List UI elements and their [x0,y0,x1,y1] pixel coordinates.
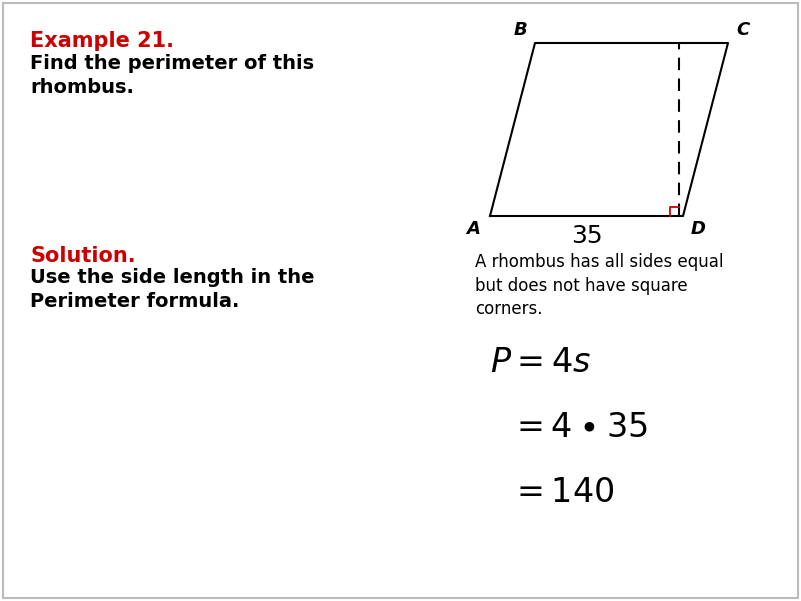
Text: $P = 4s$: $P = 4s$ [490,346,591,379]
Text: Use the side length in the
Perimeter formula.: Use the side length in the Perimeter for… [30,268,315,311]
Text: $= 4 \bullet 35$: $= 4 \bullet 35$ [510,411,648,444]
Text: Find the perimeter of this
rhombus.: Find the perimeter of this rhombus. [30,54,314,97]
Text: C: C [736,21,749,39]
Text: A: A [466,220,480,238]
Text: Solution.: Solution. [30,246,135,266]
Text: A rhombus has all sides equal
but does not have square
corners.: A rhombus has all sides equal but does n… [475,253,723,318]
Text: 35: 35 [570,224,602,248]
Text: $= 140$: $= 140$ [510,476,614,509]
Text: Example 21.: Example 21. [30,31,174,51]
Text: B: B [513,21,527,39]
Text: D: D [691,220,706,238]
